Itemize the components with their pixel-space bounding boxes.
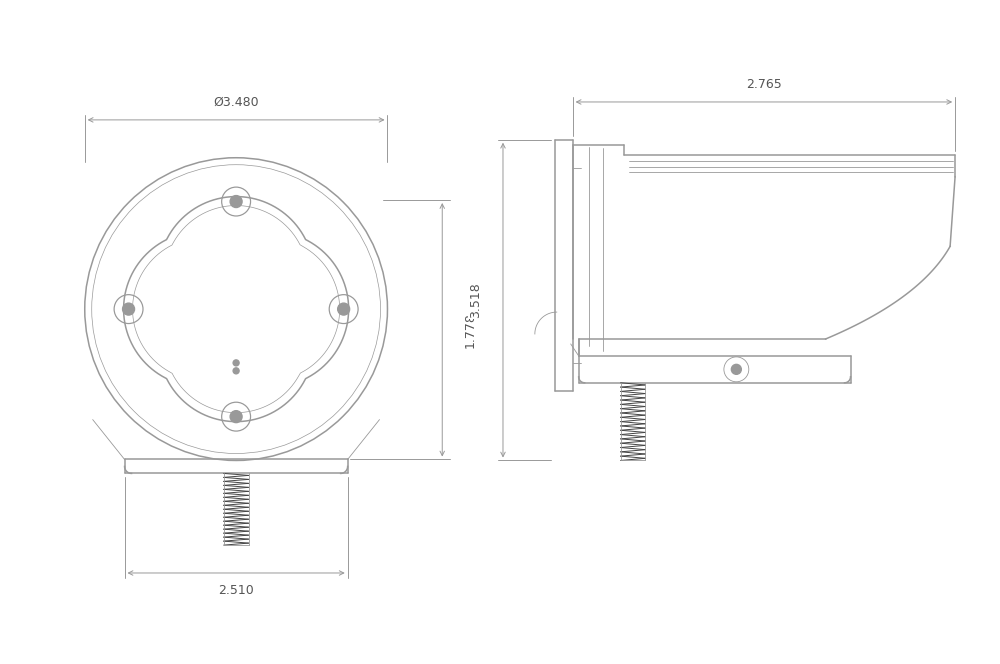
Circle shape xyxy=(233,368,239,374)
Circle shape xyxy=(731,365,741,374)
Text: 3.518: 3.518 xyxy=(469,282,482,318)
Circle shape xyxy=(338,303,350,315)
Circle shape xyxy=(230,196,242,208)
Circle shape xyxy=(233,360,239,366)
Circle shape xyxy=(123,303,135,315)
Text: Ø3.480: Ø3.480 xyxy=(213,96,259,108)
Text: 2.765: 2.765 xyxy=(746,78,782,90)
Text: 1.778: 1.778 xyxy=(464,312,477,348)
Circle shape xyxy=(230,410,242,422)
Text: 2.510: 2.510 xyxy=(218,584,254,598)
